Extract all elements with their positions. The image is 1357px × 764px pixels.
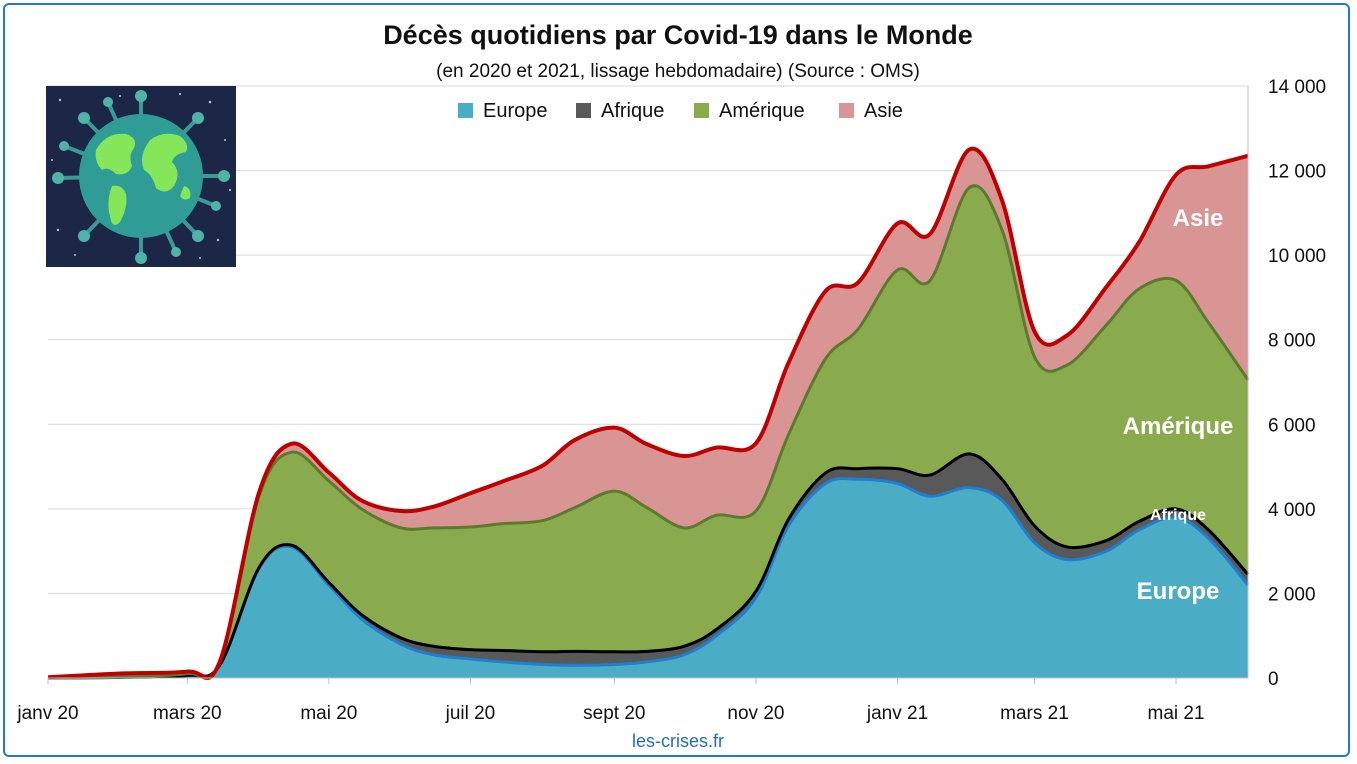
legend-swatch-asie bbox=[839, 103, 854, 118]
x-tick-label: mai 21 bbox=[1148, 703, 1205, 724]
source-credit: les-crises.fr bbox=[632, 731, 724, 751]
x-axis-ticks: janv 20 mars 20 mai 20 juil 20 sept 20 nov 20… bbox=[16, 678, 1205, 724]
chart-title: Décès quotidiens par Covid-19 dans le Mo… bbox=[383, 20, 973, 50]
y-tick-label: 12 000 bbox=[1268, 162, 1326, 183]
x-tick-label: mars 20 bbox=[153, 703, 222, 724]
x-tick-label: janv 21 bbox=[866, 703, 928, 724]
y-tick-label: 14 000 bbox=[1268, 77, 1326, 98]
y-tick-label: 2 000 bbox=[1268, 584, 1316, 605]
area-amerique bbox=[48, 185, 1248, 679]
y-tick-label: 4 000 bbox=[1268, 500, 1316, 521]
y-tick-label: 8 000 bbox=[1268, 331, 1316, 352]
x-tick-label: janv 20 bbox=[16, 703, 78, 724]
x-tick-label: sept 20 bbox=[583, 703, 645, 724]
x-tick-label: mai 20 bbox=[300, 703, 357, 724]
x-tick-label: nov 20 bbox=[727, 703, 784, 724]
area-label-asie: Asie bbox=[1173, 205, 1224, 232]
area-label-amerique: Amérique bbox=[1123, 413, 1234, 440]
covid-globe-icon bbox=[46, 86, 236, 267]
legend-label-afrique: Afrique bbox=[601, 100, 664, 122]
stacked-areas bbox=[48, 148, 1248, 679]
area-europe bbox=[48, 478, 1248, 678]
x-tick-label: juil 20 bbox=[445, 703, 496, 724]
line-amerique bbox=[47, 184, 1250, 681]
y-tick-label: 6 000 bbox=[1268, 415, 1316, 436]
line-europe bbox=[47, 476, 1250, 680]
y-axis-ticks: 0 2 000 4 000 6 000 8 000 10 000 12 000 14 000 bbox=[1268, 77, 1326, 690]
area-label-afrique: Afrique bbox=[1150, 507, 1206, 524]
line-afrique bbox=[47, 452, 1250, 680]
legend-swatch-afrique bbox=[576, 103, 591, 118]
legend-swatch-europe bbox=[458, 103, 473, 118]
chart-subtitle: (en 2020 et 2021, lissage hebdomadaire) … bbox=[436, 61, 920, 82]
legend: Europe Afrique Amérique Asie bbox=[458, 100, 903, 122]
y-tick-label: 0 bbox=[1268, 669, 1279, 690]
y-tick-label: 10 000 bbox=[1268, 246, 1326, 267]
x-tick-label: mars 21 bbox=[1000, 703, 1069, 724]
area-label-europe: Europe bbox=[1137, 578, 1220, 605]
legend-label-europe: Europe bbox=[483, 100, 548, 122]
legend-label-asie: Asie bbox=[864, 100, 903, 122]
line-asie bbox=[47, 146, 1249, 680]
series-boundary-lines bbox=[47, 146, 1250, 681]
legend-label-amerique: Amérique bbox=[719, 100, 805, 122]
legend-swatch-amerique bbox=[694, 103, 709, 118]
